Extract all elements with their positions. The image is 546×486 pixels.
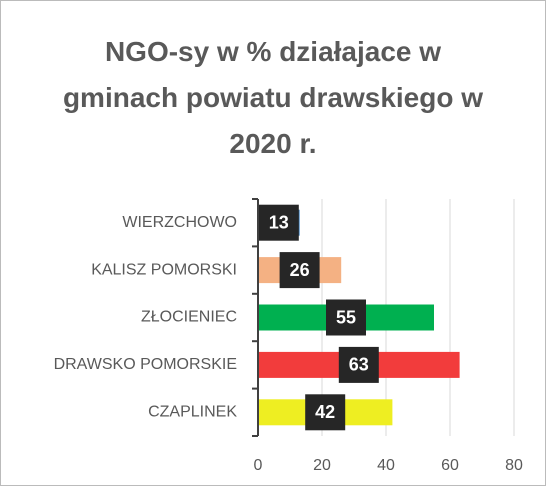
data-label: 13: [269, 212, 289, 232]
y-tick-label: DRAWSKO POMORSKIE: [54, 356, 237, 373]
data-label-box: [338, 346, 379, 383]
data-label: 55: [336, 307, 356, 327]
y-tick-label: WIERZCHOWO: [122, 214, 237, 231]
chart-title: NGO-sy w % działajace w gminach powiatu …: [62, 36, 484, 159]
data-label-box: [279, 252, 320, 289]
x-tick-label: 80: [505, 457, 523, 474]
x-tick-label: 0: [254, 457, 263, 474]
data-label: 26: [290, 260, 310, 280]
data-label: 42: [315, 402, 335, 422]
y-tick-label: ZŁOCIENIEC: [141, 309, 237, 326]
x-tick-label: 40: [377, 457, 395, 474]
data-label-box: [326, 299, 366, 336]
y-tick-label: KALISZ POMORSKI: [91, 261, 237, 278]
x-tick-label: 20: [313, 457, 331, 474]
data-label-box: [305, 394, 346, 431]
x-tick-label: 60: [441, 457, 459, 474]
data-label: 63: [349, 355, 369, 375]
data-label-box: [258, 204, 299, 241]
y-tick-label: CZAPLINEK: [148, 404, 237, 421]
